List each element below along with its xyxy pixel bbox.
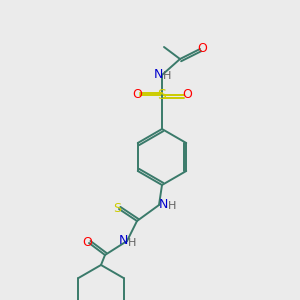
Text: O: O	[182, 88, 192, 101]
Text: H: H	[163, 71, 171, 81]
Text: S: S	[158, 88, 166, 102]
Text: O: O	[132, 88, 142, 101]
Text: S: S	[113, 202, 121, 215]
Text: H: H	[168, 201, 176, 211]
Text: O: O	[197, 43, 207, 56]
Text: N: N	[153, 68, 163, 82]
Text: O: O	[82, 236, 92, 250]
Text: N: N	[158, 199, 168, 212]
Text: H: H	[128, 238, 136, 248]
Text: N: N	[118, 235, 128, 248]
